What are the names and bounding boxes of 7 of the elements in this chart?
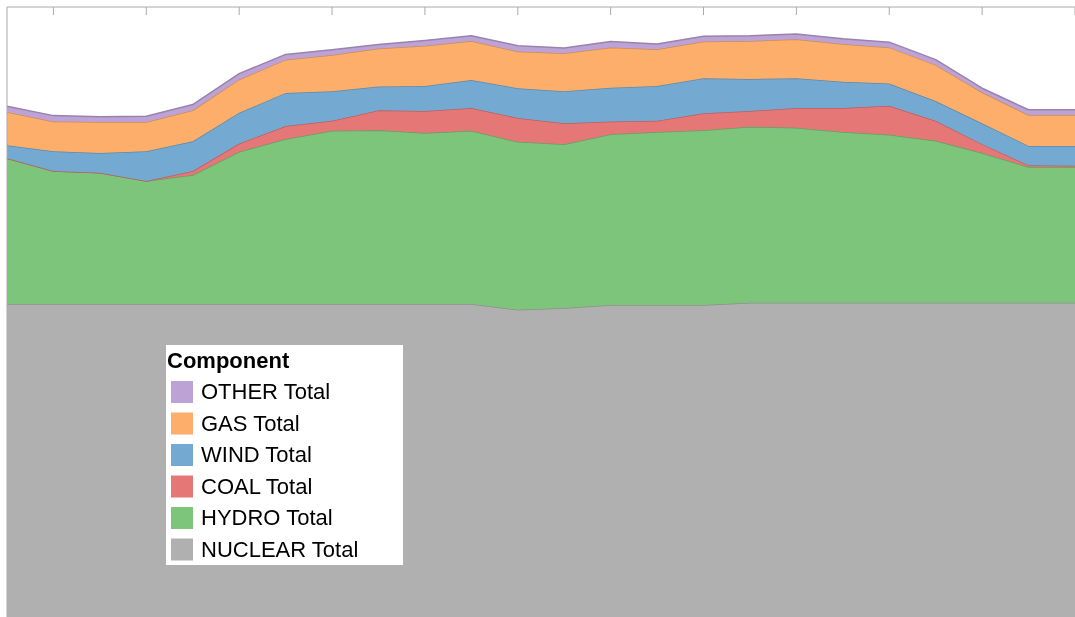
legend-label: OTHER Total [201, 379, 331, 404]
legend-label: HYDRO Total [201, 505, 333, 530]
legend-label: COAL Total [201, 473, 313, 499]
legend-label: WIND Total [201, 442, 312, 467]
legend-title: Component [167, 348, 290, 373]
legend-label: GAS Total [201, 410, 300, 436]
legend-label: NUCLEAR Total [201, 536, 359, 562]
